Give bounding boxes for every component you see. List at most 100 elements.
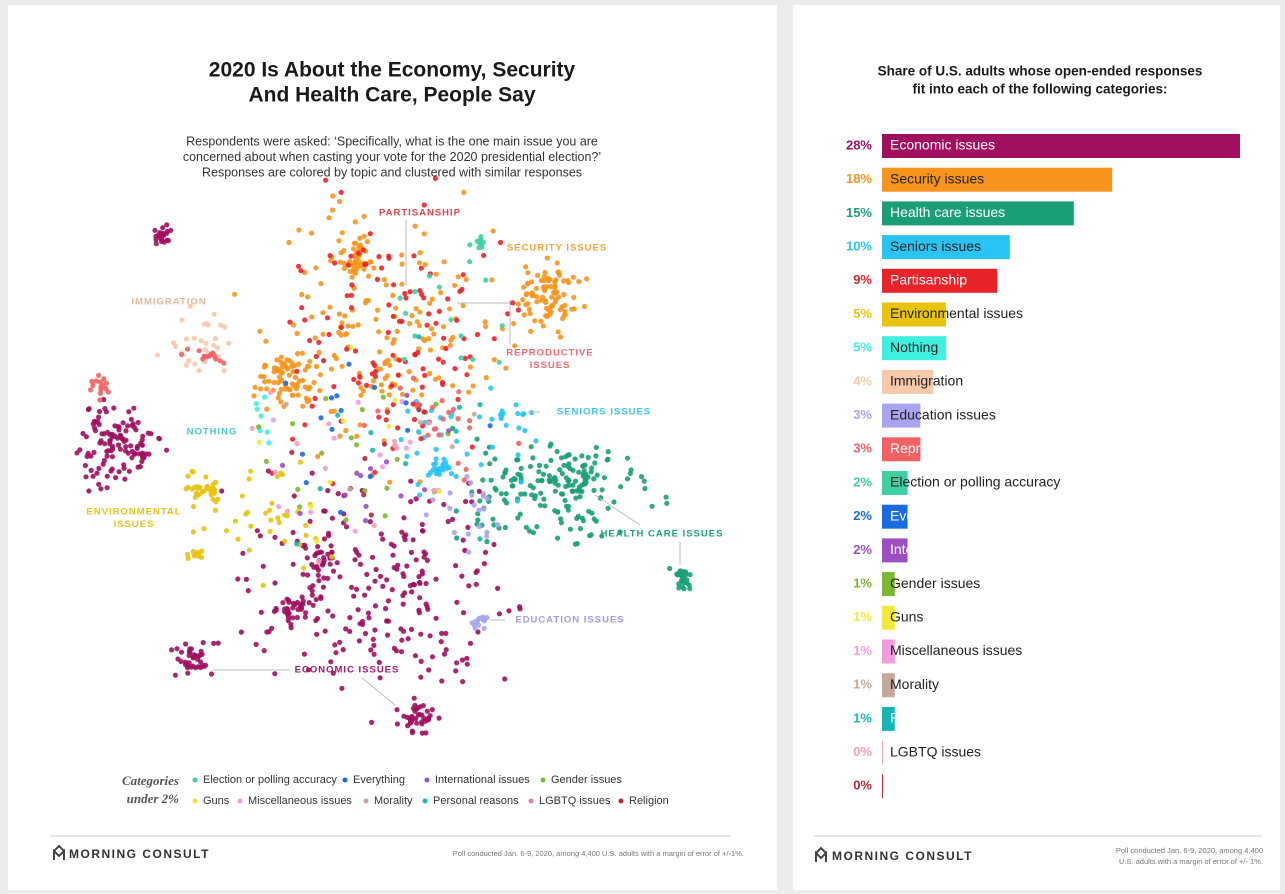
response-dot [467,242,473,248]
response-dot [313,353,319,360]
response-dot [349,274,355,280]
response-dot [438,290,444,296]
response-dot [336,311,342,317]
legend-label: Morality [374,795,413,807]
response-dot [102,406,108,412]
response-dot [353,254,359,260]
response-dot [462,355,468,361]
response-dot [300,377,306,383]
response-dot [512,343,518,349]
response-dot [489,444,496,450]
response-dot [686,582,692,588]
response-dot [347,268,353,275]
response-dot [469,444,475,450]
response-dot [317,372,323,378]
response-dot [309,470,315,476]
response-dot [462,547,468,554]
response-dot [548,309,554,315]
response-dot [414,720,420,726]
response-dot [399,281,405,287]
response-dot [412,653,419,659]
response-dot [321,536,327,542]
response-dot [290,529,296,536]
response-dot [328,366,335,372]
response-dot [116,469,122,475]
chart-title: And Health Care, People Say [248,84,535,107]
footnote: Poll conducted Jan. 6-9, 2020, among 4,4… [1116,846,1263,855]
response-dot [336,329,342,336]
response-dot [491,336,497,342]
response-dot [401,515,407,521]
response-dot [490,516,496,522]
response-dot [474,238,480,244]
response-dot [304,398,310,405]
response-dot [304,572,311,578]
response-dot [94,470,100,476]
bar [882,167,1113,192]
response-dot [266,378,272,384]
response-dot [121,438,127,444]
response-dot [481,506,487,512]
response-dot [497,239,504,246]
response-dot [518,491,524,497]
response-dot [362,630,369,637]
category-label: Reproductive issues [890,440,1016,456]
response-dot [80,430,86,437]
response-dot [584,276,590,282]
response-dot [421,231,427,237]
category-label: Miscellaneous issues [890,642,1022,658]
response-dot [336,238,342,244]
response-dot [278,377,284,383]
response-dot [404,563,410,569]
response-dot [313,363,319,370]
response-dot [318,594,324,600]
response-dot [284,508,291,514]
response-dot [428,326,434,332]
response-dot [436,308,442,314]
response-dot [101,396,107,403]
response-dot [416,407,422,413]
response-dot [381,277,387,283]
response-dot [257,328,263,334]
response-dot [264,429,270,435]
response-dot [128,416,134,422]
response-dot [436,356,442,362]
response-dot [328,395,335,401]
response-dot [534,524,540,530]
response-dot [466,583,472,589]
response-dot [213,356,219,362]
response-dot [89,378,95,385]
response-dot [455,396,461,402]
response-dot [301,565,307,571]
response-dot [283,386,289,392]
response-dot [484,533,490,539]
response-dot [140,455,147,461]
response-dot [470,383,476,389]
category-label: Gender issues [890,575,980,591]
response-dot [184,346,191,352]
response-dot [258,413,264,419]
response-dot [302,317,308,323]
response-dot [374,276,380,282]
response-dot [282,538,288,544]
response-dot [419,571,425,577]
response-dot [384,409,391,415]
response-dot [128,443,134,449]
response-dot [593,444,599,451]
response-dot [464,372,470,378]
response-dot [427,370,433,376]
response-dot [194,490,200,496]
response-dot [364,382,370,388]
response-dot [254,406,260,412]
response-dot [664,500,670,506]
response-dot [572,456,578,462]
response-dot [339,685,345,691]
response-dot [309,403,315,409]
response-dot [469,492,475,498]
response-dot [122,448,129,454]
response-dot [88,467,94,473]
response-dot [562,308,568,315]
response-dot [436,466,442,472]
response-dot [384,485,390,491]
